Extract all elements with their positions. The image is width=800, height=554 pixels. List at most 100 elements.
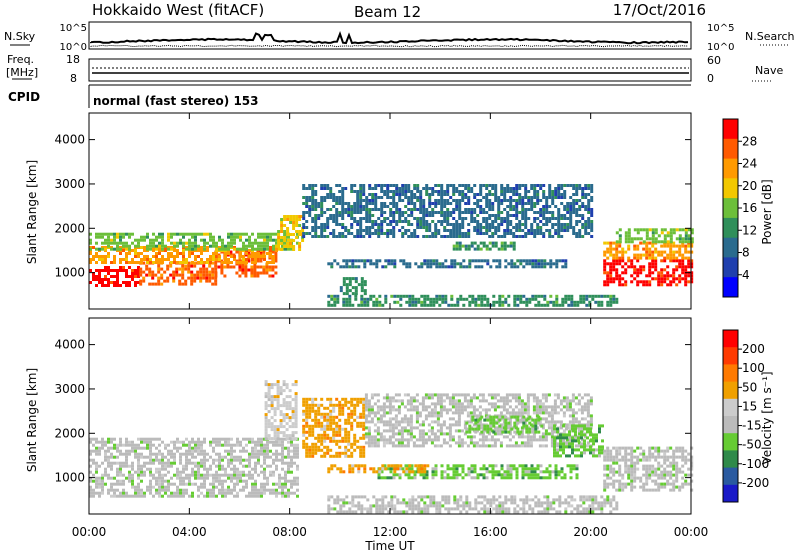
- power-cell: [482, 241, 486, 245]
- velocity-cell: [311, 427, 315, 431]
- power-cell: [458, 202, 462, 205]
- velocity-cell: [550, 438, 554, 442]
- velocity-cell: [149, 455, 152, 459]
- power-cell: [371, 214, 375, 217]
- velocity-cell: [239, 461, 242, 465]
- power-cell: [359, 232, 363, 235]
- power-cell: [660, 283, 664, 287]
- velocity-cell: [110, 464, 113, 468]
- velocity-cell: [203, 452, 206, 456]
- velocity-cell: [305, 454, 309, 458]
- power-cell: [347, 232, 351, 235]
- power-cell: [590, 196, 594, 199]
- power-cell: [512, 241, 516, 245]
- velocity-cell: [463, 432, 467, 436]
- velocity-cell: [490, 438, 494, 442]
- power-cell: [242, 261, 245, 264]
- velocity-cell: [149, 470, 152, 474]
- power-cell: [534, 303, 538, 307]
- power-cell: [429, 300, 433, 304]
- velocity-cell: [364, 420, 368, 424]
- velocity-cell: [125, 458, 128, 462]
- velocity-cell: [278, 485, 281, 489]
- power-cell: [536, 193, 540, 196]
- velocity-cell: [272, 470, 275, 474]
- power-cell: [119, 235, 122, 239]
- power-cell: [578, 205, 582, 208]
- power-cell: [317, 235, 321, 238]
- velocity-cell: [242, 473, 245, 477]
- velocity-cell: [469, 435, 473, 439]
- power-cell: [320, 232, 324, 235]
- power-cell: [669, 259, 673, 263]
- power-cell: [542, 184, 546, 187]
- power-cell: [380, 187, 384, 190]
- power-cell: [678, 259, 682, 263]
- power-cell: [615, 300, 619, 304]
- velocity-cell: [505, 402, 509, 406]
- velocity-cell: [400, 435, 404, 439]
- velocity-cell: [460, 408, 464, 412]
- power-cell: [482, 226, 486, 229]
- power-cell: [160, 267, 164, 271]
- velocity-cell: [451, 396, 455, 400]
- power-cell: [302, 226, 306, 229]
- velocity-cell: [137, 464, 140, 468]
- power-cell: [263, 247, 266, 251]
- velocity-cell: [409, 432, 413, 436]
- power-cell: [536, 202, 540, 205]
- power-cell: [504, 265, 508, 269]
- power-cell: [170, 252, 173, 255]
- power-cell: [248, 235, 251, 239]
- velocity-cell: [251, 482, 254, 486]
- power-cell: [450, 294, 454, 298]
- power-cell: [277, 239, 281, 242]
- power-cell: [534, 259, 538, 263]
- velocity-cell: [421, 399, 425, 403]
- power-cell: [488, 208, 492, 211]
- velocity-cell: [302, 430, 306, 434]
- power-cell: [461, 196, 465, 199]
- velocity-cell: [457, 408, 461, 412]
- velocity-cell: [373, 411, 377, 415]
- power-cell: [122, 266, 125, 269]
- power-cell: [98, 272, 101, 275]
- velocity-cell: [317, 424, 321, 428]
- power-cell: [271, 274, 275, 278]
- velocity-cell: [110, 494, 113, 498]
- velocity-cell: [529, 444, 533, 448]
- velocity-cell: [478, 405, 482, 409]
- power-cell: [242, 258, 245, 261]
- power-cell: [479, 205, 483, 208]
- power-cell: [527, 190, 531, 193]
- power-cell: [453, 259, 457, 263]
- power-cell: [161, 247, 164, 251]
- power-cell: [131, 269, 134, 272]
- velocity-cell: [285, 404, 289, 408]
- power-cell: [356, 196, 360, 199]
- velocity-cell: [155, 455, 158, 459]
- power-cell: [528, 262, 532, 266]
- power-cell: [584, 196, 588, 199]
- velocity-cell: [391, 423, 395, 427]
- power-cell: [137, 261, 140, 264]
- power-cell: [584, 229, 588, 232]
- power-cell: [220, 268, 224, 272]
- velocity-cell: [391, 429, 395, 433]
- power-cell: [654, 237, 658, 241]
- power-cell: [575, 208, 579, 211]
- velocity-cell: [122, 473, 125, 477]
- velocity-cell: [350, 442, 354, 446]
- velocity-cell: [418, 402, 422, 406]
- velocity-cell: [388, 423, 392, 427]
- power-cell: [498, 259, 502, 263]
- velocity-cell: [344, 448, 348, 452]
- velocity-cell: [146, 488, 149, 492]
- velocity-cell: [302, 412, 306, 416]
- velocity-cell: [282, 401, 286, 405]
- velocity-cell: [397, 438, 401, 442]
- power-cell: [495, 300, 499, 304]
- power-cell: [531, 265, 535, 269]
- velocity-cell: [131, 473, 134, 477]
- power-cell: [498, 262, 502, 266]
